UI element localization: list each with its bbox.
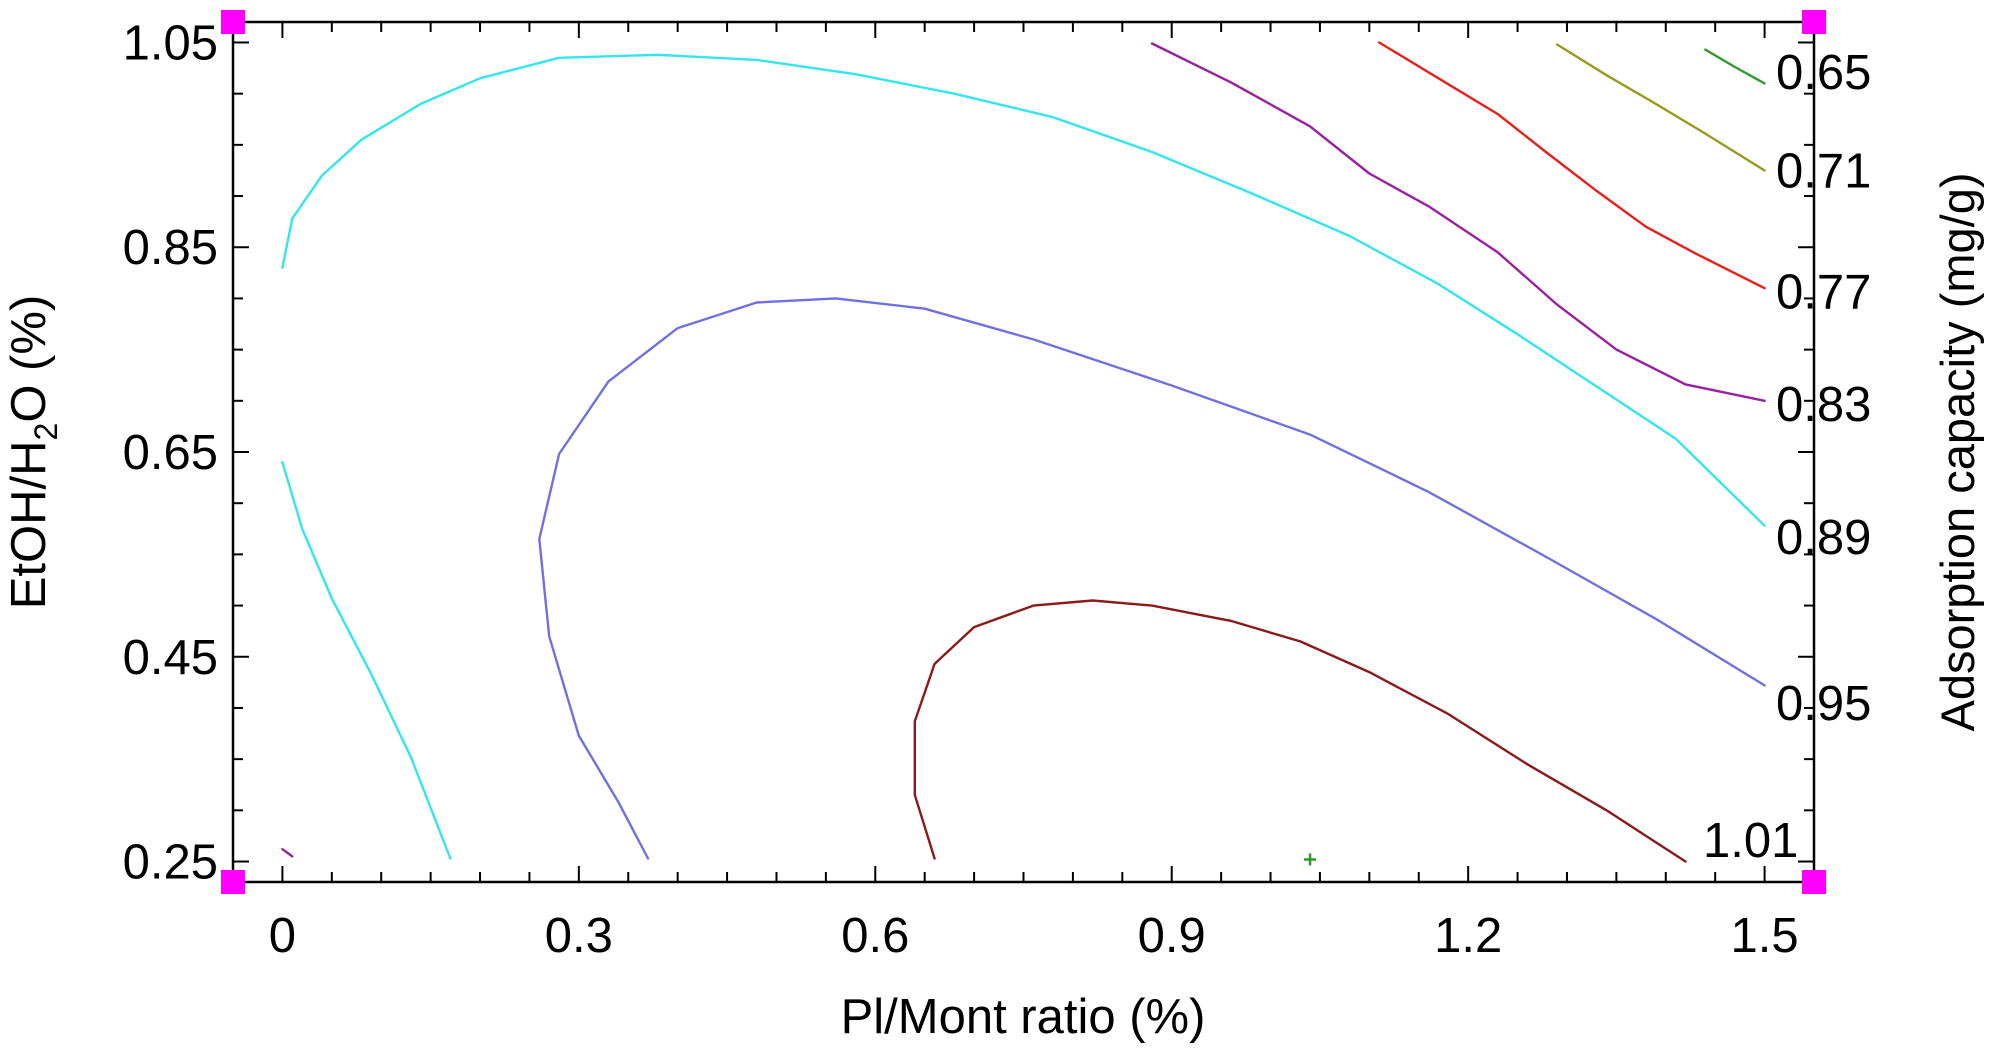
contour-label-0.65: 0.65 <box>1776 46 1871 100</box>
contour-line-2 <box>1377 41 1766 290</box>
axis-tick-labels: 0 0.3 0.6 0.9 1.2 1.5 0.25 0.45 0.65 0.85 1.05 <box>123 16 1799 963</box>
contour-label-0.83: 0.83 <box>1776 378 1871 432</box>
contour-line-4 <box>281 53 1766 527</box>
x-tick-label-0: 0 <box>269 909 296 963</box>
y-tick-label-4: 1.05 <box>123 16 218 70</box>
corner-markers <box>221 10 1826 894</box>
contour-line-1 <box>1555 43 1766 172</box>
contour-line-3 <box>1150 42 1766 402</box>
contour-line-5 <box>281 461 452 860</box>
z-axis-label: Adsorption capacity (mg/g) <box>1931 172 1984 731</box>
y-tick-label-3: 0.85 <box>123 221 218 275</box>
contour-label-0.77: 0.77 <box>1776 265 1871 319</box>
x-tick-label-1: 0.3 <box>545 909 613 963</box>
corner-marker-2 <box>221 870 245 894</box>
y-axis-label: EtOH/H2O (%) <box>2 295 64 610</box>
contour-label-0.71: 0.71 <box>1776 144 1871 198</box>
corner-marker-3 <box>1802 870 1826 894</box>
corner-marker-1 <box>1802 10 1826 34</box>
x-axis-label: Pl/Mont ratio (%) <box>841 990 1206 1044</box>
contour-line-6 <box>538 297 1766 860</box>
y-axis-label-part1: EtOH/H <box>2 440 56 609</box>
contour-line-8 <box>281 848 294 858</box>
contour-label-0.95: 0.95 <box>1776 677 1871 731</box>
contour-lines <box>281 41 1766 863</box>
contour-label-0.89: 0.89 <box>1776 511 1871 565</box>
contour-label-1.01: 1.01 <box>1703 814 1798 868</box>
y-tick-label-0: 0.25 <box>123 836 218 890</box>
corner-marker-0 <box>221 10 245 34</box>
contour-line-7 <box>913 599 1687 863</box>
y-tick-label-2: 0.65 <box>123 426 218 480</box>
x-tick-label-3: 0.9 <box>1138 909 1206 963</box>
contour-level-labels: 0.65 0.71 0.77 0.83 0.89 0.95 1.01 <box>1703 46 1871 868</box>
axis-ticks <box>232 22 1814 882</box>
x-tick-label-2: 0.6 <box>841 909 909 963</box>
y-axis-label-part2: O (%) <box>2 295 56 423</box>
x-tick-label-4: 1.2 <box>1434 909 1502 963</box>
y-axis-label-subscript: 2 <box>28 423 64 441</box>
x-tick-label-5: 1.5 <box>1731 909 1799 963</box>
contour-line-0 <box>1704 48 1766 85</box>
plot-frame <box>231 20 1816 884</box>
y-tick-label-1: 0.45 <box>123 631 218 685</box>
